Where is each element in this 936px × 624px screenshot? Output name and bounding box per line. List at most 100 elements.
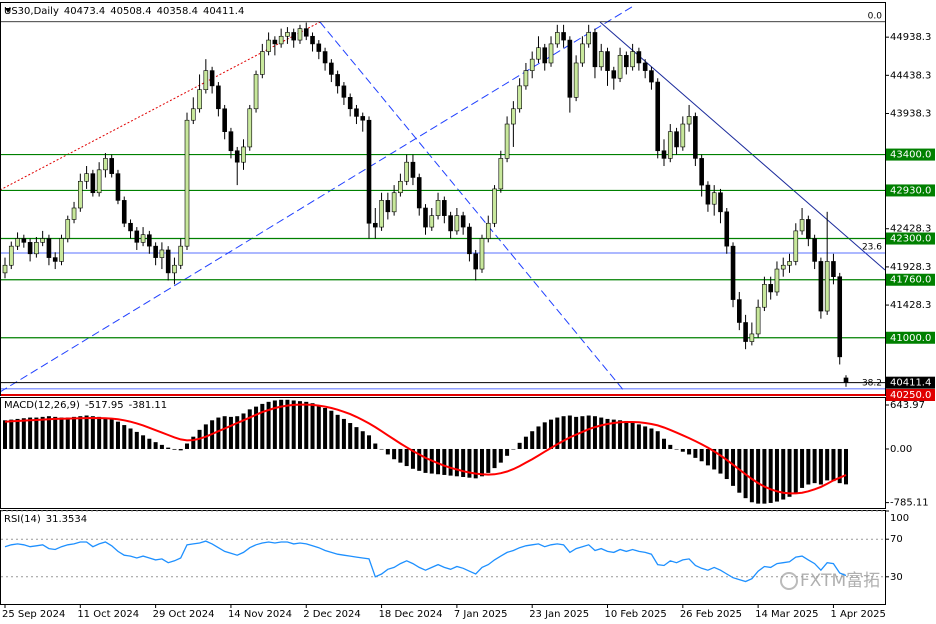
candle-body <box>209 70 215 87</box>
macd-bar <box>297 401 302 449</box>
macd-bar <box>178 448 183 451</box>
macd-bar <box>511 448 516 450</box>
candle-body <box>260 51 265 75</box>
macd-bar <box>379 448 384 450</box>
macd-bar <box>467 448 472 478</box>
x-tick-label: 23 Jan 2025 <box>529 609 589 620</box>
macd-bar <box>674 448 679 450</box>
macd-bar <box>185 443 190 449</box>
pane-header: MACD(12,26,9) -517.95 -381.11 <box>4 400 167 411</box>
candle-body <box>96 169 102 194</box>
candle-body <box>71 207 77 220</box>
macd-bar <box>115 421 120 449</box>
macd-bar <box>134 431 139 449</box>
macd-bar <box>260 403 265 449</box>
logo-icon <box>780 572 798 590</box>
candle-body <box>598 51 604 68</box>
macd-bar <box>624 420 629 449</box>
candle-body <box>253 74 259 110</box>
candle-body <box>247 108 253 148</box>
macd-bar <box>46 416 51 449</box>
macd-bar <box>235 416 240 449</box>
candle-body <box>548 43 554 64</box>
candle-body <box>730 245 736 300</box>
candle-body <box>203 70 209 90</box>
macd-bar <box>285 399 290 449</box>
candle-body <box>448 215 453 232</box>
y-tick-label: 43938.3 <box>890 108 931 119</box>
macd-bar <box>329 410 334 449</box>
candle-body <box>793 230 799 262</box>
macd-bar <box>28 417 33 449</box>
header-value: 40358.4 <box>157 6 198 17</box>
macd-bar <box>103 417 108 449</box>
candle-body <box>542 47 548 64</box>
candle-body <box>837 276 843 358</box>
candle-body <box>15 238 20 247</box>
macd-bar <box>793 448 798 493</box>
macd-bar <box>473 448 478 479</box>
candle-body <box>824 261 830 312</box>
header-value: -381.11 <box>129 400 168 411</box>
candle-body <box>416 177 422 209</box>
macd-bar <box>486 448 491 473</box>
candle-body <box>799 219 805 232</box>
y-tick-label: 44938.3 <box>890 32 931 43</box>
macd-bar <box>90 416 95 449</box>
candle-body <box>303 28 309 37</box>
macd-bar <box>191 436 196 449</box>
candle-body <box>172 264 177 274</box>
candle-body <box>27 242 33 255</box>
level-label: 42930.0 <box>890 185 931 196</box>
candle-body <box>743 322 748 342</box>
candle-body <box>153 245 158 258</box>
candle-body <box>511 108 516 125</box>
candle-body <box>617 55 623 79</box>
macd-bar <box>247 409 252 449</box>
macd-bar <box>630 422 635 449</box>
macd-bar <box>216 417 221 449</box>
macd-bar <box>448 448 453 476</box>
macd-bar <box>724 448 729 480</box>
macd-bar <box>335 414 340 449</box>
candle-body <box>128 222 133 232</box>
trend-line <box>319 21 626 393</box>
macd-bar <box>40 416 45 449</box>
pane-title: RSI(14) <box>4 514 41 525</box>
candle-body <box>580 43 585 64</box>
macd-bar <box>567 415 572 449</box>
y-tick-label: 0.00 <box>890 444 912 455</box>
header-value: 40411.4 <box>203 6 244 17</box>
candle-body <box>504 123 510 159</box>
y-tick-label: 41928.3 <box>890 262 931 273</box>
macd-bar <box>561 416 566 449</box>
candle-body <box>285 32 290 37</box>
macd-bar <box>768 448 773 503</box>
y-tick-label: 100 <box>890 513 909 524</box>
macd-bar <box>316 405 321 449</box>
candle-body <box>749 333 755 342</box>
candle-body <box>435 200 441 216</box>
menu-arrow[interactable] <box>5 8 11 13</box>
macd-bar <box>266 401 271 449</box>
header-value: 40473.4 <box>64 6 105 17</box>
candle-body <box>354 108 359 117</box>
candle-body <box>718 192 723 213</box>
candle-body <box>379 200 384 228</box>
y-tick-label: 643.97 <box>890 400 925 411</box>
candle-body <box>46 238 52 258</box>
macd-bar <box>360 431 365 449</box>
macd-bar <box>668 444 673 449</box>
candle-body <box>115 173 121 201</box>
candle-body <box>724 211 730 247</box>
candle-body <box>197 89 202 110</box>
pane-header: US30,Daily 40473.4 40508.4 40358.4 40411.4 <box>4 6 244 17</box>
candle-body <box>473 253 479 270</box>
macd-bar <box>141 435 146 449</box>
macd-pane <box>0 397 886 509</box>
fib-label: 0.0 <box>868 11 883 21</box>
candle-body <box>310 35 315 45</box>
macd-bar <box>530 431 535 449</box>
candle-body <box>649 70 654 83</box>
